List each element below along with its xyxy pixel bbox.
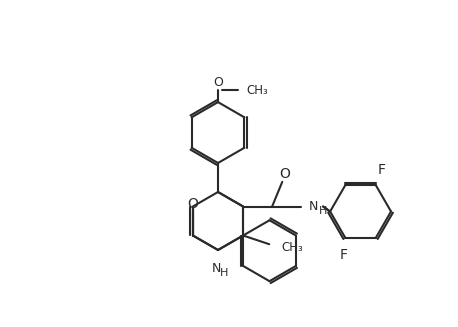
Text: CH₃: CH₃ — [246, 84, 268, 96]
Text: O: O — [187, 197, 198, 211]
Text: F: F — [339, 248, 347, 262]
Text: CH₃: CH₃ — [281, 241, 303, 254]
Text: F: F — [378, 163, 386, 177]
Text: H: H — [220, 268, 228, 278]
Text: N: N — [309, 200, 318, 213]
Text: O: O — [279, 167, 290, 181]
Text: O: O — [213, 76, 223, 89]
Text: N: N — [211, 262, 221, 275]
Text: H: H — [319, 206, 327, 216]
